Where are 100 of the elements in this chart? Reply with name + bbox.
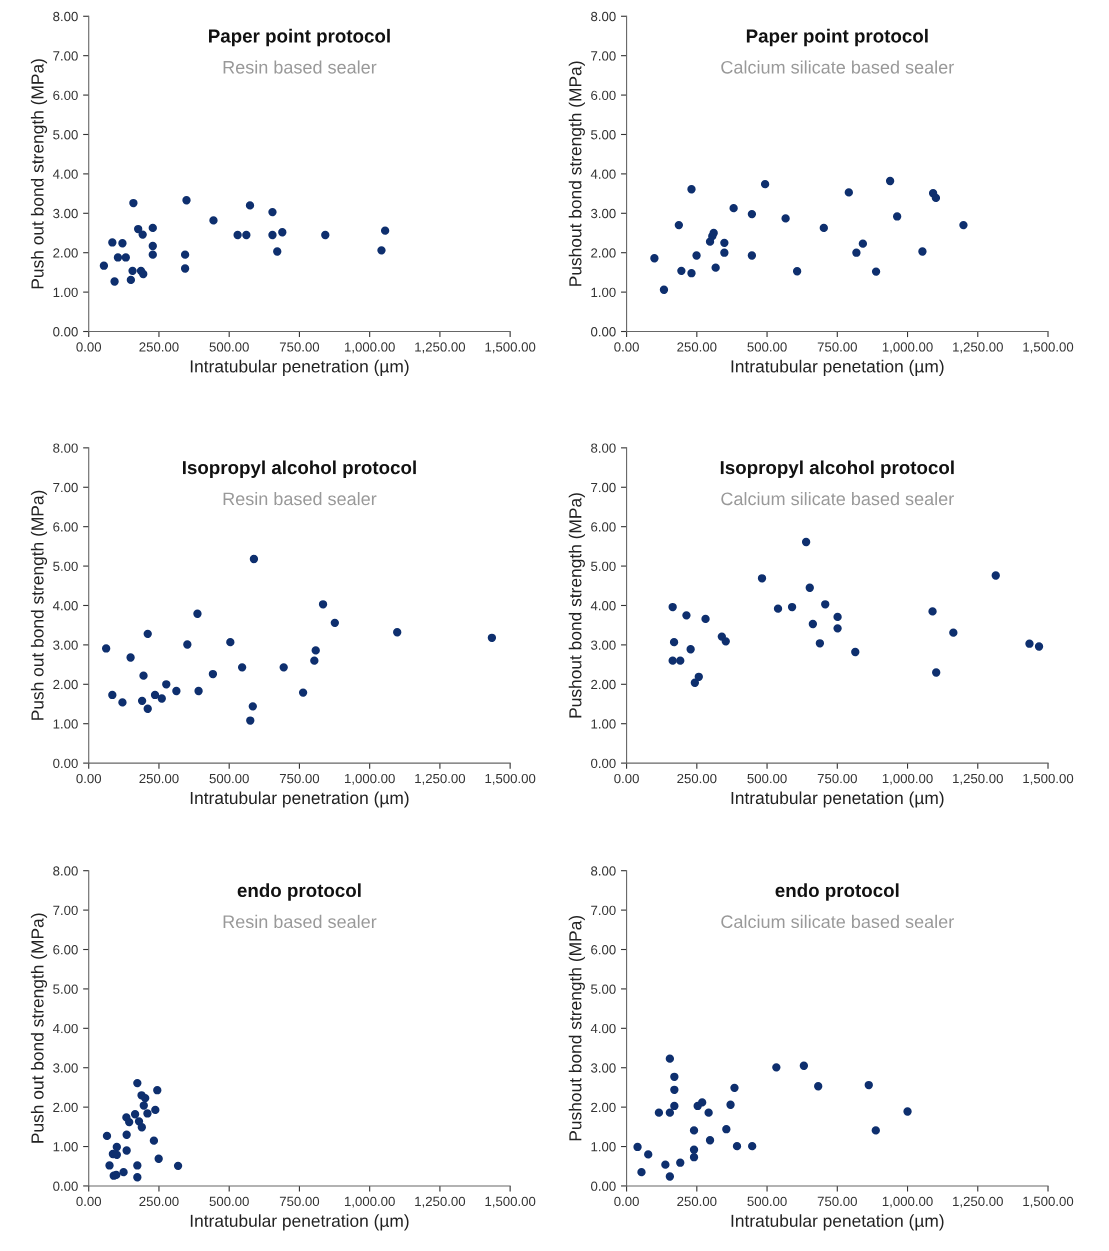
- point: [732, 1141, 742, 1151]
- x-tick-label: 1,000.00: [345, 773, 395, 785]
- y-tick-label: 3.00: [590, 1063, 616, 1073]
- y-tick-label: 6.00: [53, 522, 78, 532]
- x-tick-label: 500.00: [747, 342, 787, 352]
- point: [704, 1108, 713, 1117]
- x-tick-label: 250.00: [139, 773, 179, 784]
- x-tick-label: 1,000.00: [345, 342, 395, 354]
- y-tick-label: 8.00: [591, 443, 616, 453]
- y-tick-label: 4.00: [52, 169, 78, 179]
- x-tick-label: 1,000.00: [882, 342, 933, 354]
- point: [748, 1141, 757, 1151]
- point: [137, 1123, 146, 1132]
- x-axis-title: Intratubular penetation (µm): [731, 359, 944, 376]
- point: [126, 653, 135, 662]
- point: [246, 716, 255, 725]
- y-tick-label: 5.00: [53, 561, 78, 571]
- point: [931, 193, 941, 203]
- point: [133, 1173, 142, 1182]
- y-tick-label: 6.00: [53, 945, 78, 955]
- x-tick-label: 0.00: [76, 342, 102, 352]
- point: [318, 600, 328, 609]
- x-tick-label: 1,250.00: [953, 342, 1003, 354]
- point: [126, 275, 136, 285]
- point: [249, 554, 259, 564]
- point: [720, 238, 729, 248]
- y-axis-title: Push out bond strength (MPa): [30, 59, 48, 289]
- y-axis-title: Pushout bond strength (MPa): [568, 493, 585, 718]
- point: [151, 1105, 160, 1115]
- point: [851, 647, 860, 657]
- y-tick-label: 6.00: [591, 945, 616, 955]
- point: [711, 263, 720, 272]
- y-tick-label: 8.00: [53, 866, 78, 876]
- y-tick-label: 6.00: [591, 90, 616, 100]
- point: [808, 619, 818, 629]
- point: [1034, 642, 1044, 651]
- point: [801, 537, 811, 547]
- point: [129, 198, 138, 208]
- text: Calcium silicate based sealer: [721, 491, 954, 506]
- y-tick-label: 3.00: [590, 640, 616, 650]
- text: Isopropyl alcohol protocol: [720, 460, 954, 478]
- y-tick-label: 2.00: [591, 679, 616, 690]
- point: [781, 214, 790, 223]
- y-tick-label: 2.00: [591, 1102, 616, 1113]
- x-tick-label: 750.00: [817, 773, 857, 784]
- point: [949, 628, 958, 637]
- point: [805, 583, 814, 592]
- point: [747, 251, 757, 260]
- x-tick-label: 500.00: [209, 1196, 249, 1207]
- point: [141, 1093, 150, 1103]
- x-tick-label: 0.00: [76, 773, 102, 784]
- point: [720, 248, 729, 257]
- point: [676, 1158, 685, 1167]
- point: [792, 267, 802, 276]
- y-tick-label: 3.00: [53, 1063, 78, 1073]
- point: [153, 1086, 162, 1095]
- x-tick-label: 750.00: [279, 342, 320, 352]
- point: [928, 607, 937, 616]
- point: [665, 1054, 675, 1063]
- point: [654, 1108, 664, 1117]
- text: Resin based sealer: [223, 60, 377, 74]
- point: [148, 223, 157, 233]
- x-tick-label: 1,250.00: [415, 1196, 466, 1208]
- y-tick-label: 7.00: [53, 905, 78, 916]
- x-tick-label: 500.00: [747, 1196, 787, 1207]
- x-tick-label: 1,000.00: [882, 773, 933, 785]
- text: Paper point protocol: [746, 28, 928, 47]
- point: [139, 1101, 148, 1110]
- point: [149, 1136, 159, 1145]
- point: [226, 637, 235, 647]
- point: [689, 1153, 699, 1162]
- point: [119, 1167, 128, 1177]
- point: [721, 637, 730, 646]
- point: [133, 1078, 142, 1088]
- y-tick-label: 0.00: [591, 758, 616, 769]
- y-tick-label: 5.00: [53, 130, 78, 140]
- point: [871, 1126, 880, 1135]
- point: [705, 1136, 715, 1145]
- y-tick-label: 5.00: [591, 984, 616, 994]
- point: [689, 1126, 699, 1135]
- y-tick-label: 2.00: [591, 248, 616, 258]
- point: [209, 216, 218, 225]
- point: [173, 1161, 183, 1171]
- x-tick-label: 0.00: [614, 342, 639, 352]
- y-tick-label: 5.00: [591, 130, 616, 140]
- y-tick-label: 3.00: [53, 640, 78, 650]
- x-tick-label: 250.00: [677, 342, 717, 352]
- x-tick-label: 1,500.00: [485, 1196, 536, 1208]
- point: [747, 209, 757, 219]
- point: [237, 663, 247, 672]
- point: [182, 196, 191, 205]
- point: [268, 230, 277, 240]
- y-tick-label: 7.00: [53, 51, 78, 61]
- point: [268, 207, 277, 217]
- point: [670, 1072, 679, 1081]
- point: [852, 248, 861, 257]
- x-tick-label: 1,250.00: [953, 1196, 1003, 1208]
- x-axis-title: Intratubular penetation (µm): [731, 1214, 944, 1231]
- point: [760, 179, 770, 189]
- point: [245, 201, 255, 210]
